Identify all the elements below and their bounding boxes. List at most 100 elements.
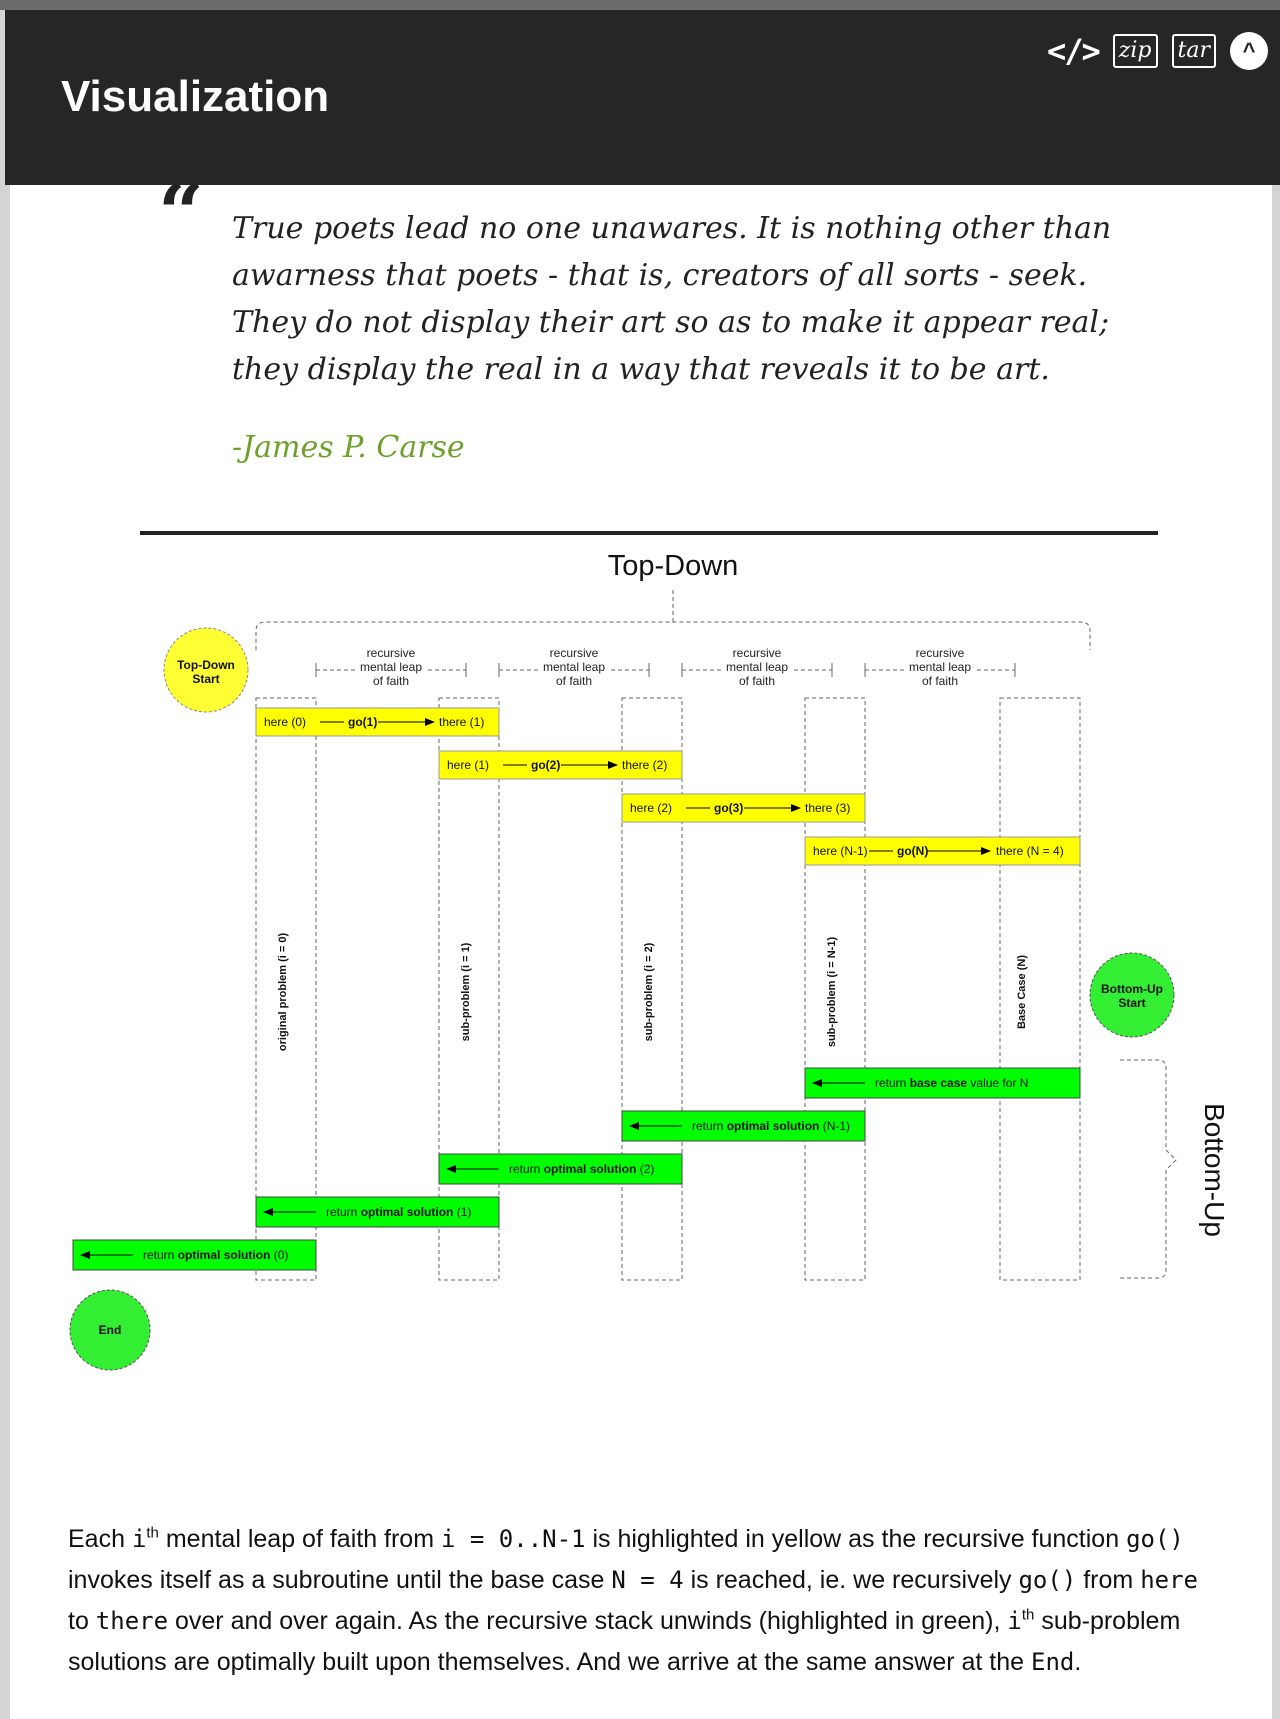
para-text: to [68, 1607, 96, 1635]
call-there-label: there (2) [622, 758, 667, 772]
return-label: return optimal solution (2) [509, 1162, 654, 1176]
para-text: from [1076, 1566, 1141, 1594]
return-label-post: (1) [453, 1205, 471, 1219]
para-text: invokes itself as a subroutine until the… [68, 1566, 612, 1594]
para-code-here: here [1140, 1566, 1198, 1594]
call-here-label: here (N-1) [813, 844, 868, 858]
column-box [999, 697, 1081, 1281]
leap-label: recursive [733, 646, 782, 660]
leap-label: recursive [367, 646, 416, 660]
para-text: is highlighted in yellow as the recursiv… [585, 1525, 1127, 1553]
leap-label: of faith [739, 674, 775, 688]
quote-mark-icon: “ [158, 185, 205, 260]
leap-label: mental leap [909, 660, 971, 674]
call-go-label: go(N) [897, 844, 928, 858]
column-label: original problem (i = 0) [277, 933, 289, 1052]
column-label: sub-problem (i = N-1) [826, 937, 838, 1048]
leap-label-bg [538, 645, 610, 689]
return-label-pre: return [692, 1119, 727, 1133]
end-label: End [99, 1323, 122, 1337]
para-code-go: go() [1126, 1525, 1184, 1553]
quote-author: -James P. Carse [232, 430, 465, 465]
return-label-bold: base case [910, 1076, 968, 1090]
return-label-pre: return [143, 1248, 178, 1262]
header-toolbar: </> zip tar ^ [1047, 32, 1268, 70]
para-code-end: End [1031, 1648, 1075, 1676]
leap-label: mental leap [360, 660, 422, 674]
page-title: Visualization [61, 72, 330, 121]
top-down-title: Top-Down [608, 550, 739, 582]
return-label: return optimal solution (N-1) [692, 1119, 850, 1133]
column-label: sub-problem (i = 2) [643, 942, 655, 1041]
para-text: is reached, ie. we recursively [683, 1566, 1019, 1594]
window-top-strip [0, 0, 1280, 10]
tar-icon[interactable]: tar [1171, 34, 1216, 68]
call-there-label: there (3) [805, 801, 850, 815]
return-label-post: value for N [967, 1076, 1028, 1090]
leap-label-bg [904, 645, 976, 689]
recursion-diagram: original problem (i = 0) sub-problem (i =… [69, 550, 1230, 1371]
return-label-pre: return [326, 1205, 361, 1219]
call-go-label: go(2) [531, 758, 560, 772]
bottom-up-start-label: Bottom-Up [1101, 982, 1163, 996]
column-box [804, 697, 866, 1281]
top-down-start-node [163, 627, 249, 713]
bottom-up-start-node [1089, 952, 1175, 1038]
para-code-i: i [1007, 1607, 1022, 1635]
quote-text: True poets lead no one unawares. It is n… [232, 211, 1112, 387]
leap-label-bg [355, 645, 427, 689]
go-label-bg [893, 844, 927, 858]
para-code-basecase: N = 4 [611, 1566, 684, 1594]
bottom-up-start-label: Start [1118, 996, 1145, 1010]
call-there-label: there (1) [439, 715, 484, 729]
horizontal-rule [140, 531, 1158, 535]
return-label: return base case value for N [875, 1076, 1028, 1090]
column-label: sub-problem (i = 1) [460, 942, 472, 1041]
top-brace [255, 621, 1091, 650]
start-label: Start [192, 672, 219, 686]
para-text: mental leap of faith from [158, 1525, 441, 1553]
return-label-bold: optimal solution [361, 1205, 454, 1219]
call-go-label: go(3) [714, 801, 743, 815]
column-box [438, 697, 500, 1281]
leap-label-bg [721, 645, 793, 689]
leap-label: mental leap [726, 660, 788, 674]
go-label-bg [710, 801, 744, 815]
return-label: return optimal solution (1) [326, 1205, 471, 1219]
para-code-i: i [131, 1525, 147, 1553]
para-code-range: i = 0..N-1 [441, 1525, 586, 1553]
return-label-bold: optimal solution [178, 1248, 271, 1262]
bottom-up-title: Bottom-Up [1199, 1103, 1230, 1237]
leap-label: recursive [916, 646, 965, 660]
end-node [69, 1289, 151, 1371]
leap-label: of faith [373, 674, 409, 688]
return-label-bold: optimal solution [544, 1162, 637, 1176]
para-sup: th [146, 1524, 159, 1542]
para-text: sub-problem solutions are optimally buil… [68, 1607, 1181, 1676]
call-go-label: go(1) [348, 715, 377, 729]
para-text: Each [68, 1525, 132, 1553]
return-label-bold: optimal solution [727, 1119, 820, 1133]
chevron-up-icon[interactable]: ^ [1230, 32, 1268, 70]
bottom-up-brace [1120, 1059, 1177, 1279]
call-here-label: here (2) [630, 801, 672, 815]
column-box [255, 697, 317, 1281]
para-code-there: there [95, 1607, 169, 1635]
leap-label: mental leap [543, 660, 605, 674]
zip-icon[interactable]: zip [1112, 34, 1158, 68]
return-label-post: (0) [270, 1248, 288, 1262]
column-label: Base Case (N) [1016, 955, 1028, 1029]
code-icon[interactable]: </> [1047, 32, 1101, 70]
return-label-post: (2) [636, 1162, 654, 1176]
para-sup: th [1021, 1606, 1035, 1624]
para-text: . [1074, 1648, 1082, 1676]
leap-label: of faith [556, 674, 592, 688]
call-here-label: here (1) [447, 758, 489, 772]
para-text: over and over again. As the recursive st… [168, 1607, 1008, 1635]
column-box [621, 697, 683, 1281]
return-label-pre: return [875, 1076, 910, 1090]
return-label-pre: return [509, 1162, 544, 1176]
go-label-bg [527, 758, 561, 772]
header-bar: Visualization </> zip tar ^ [5, 10, 1280, 185]
start-label: Top-Down [177, 658, 235, 672]
